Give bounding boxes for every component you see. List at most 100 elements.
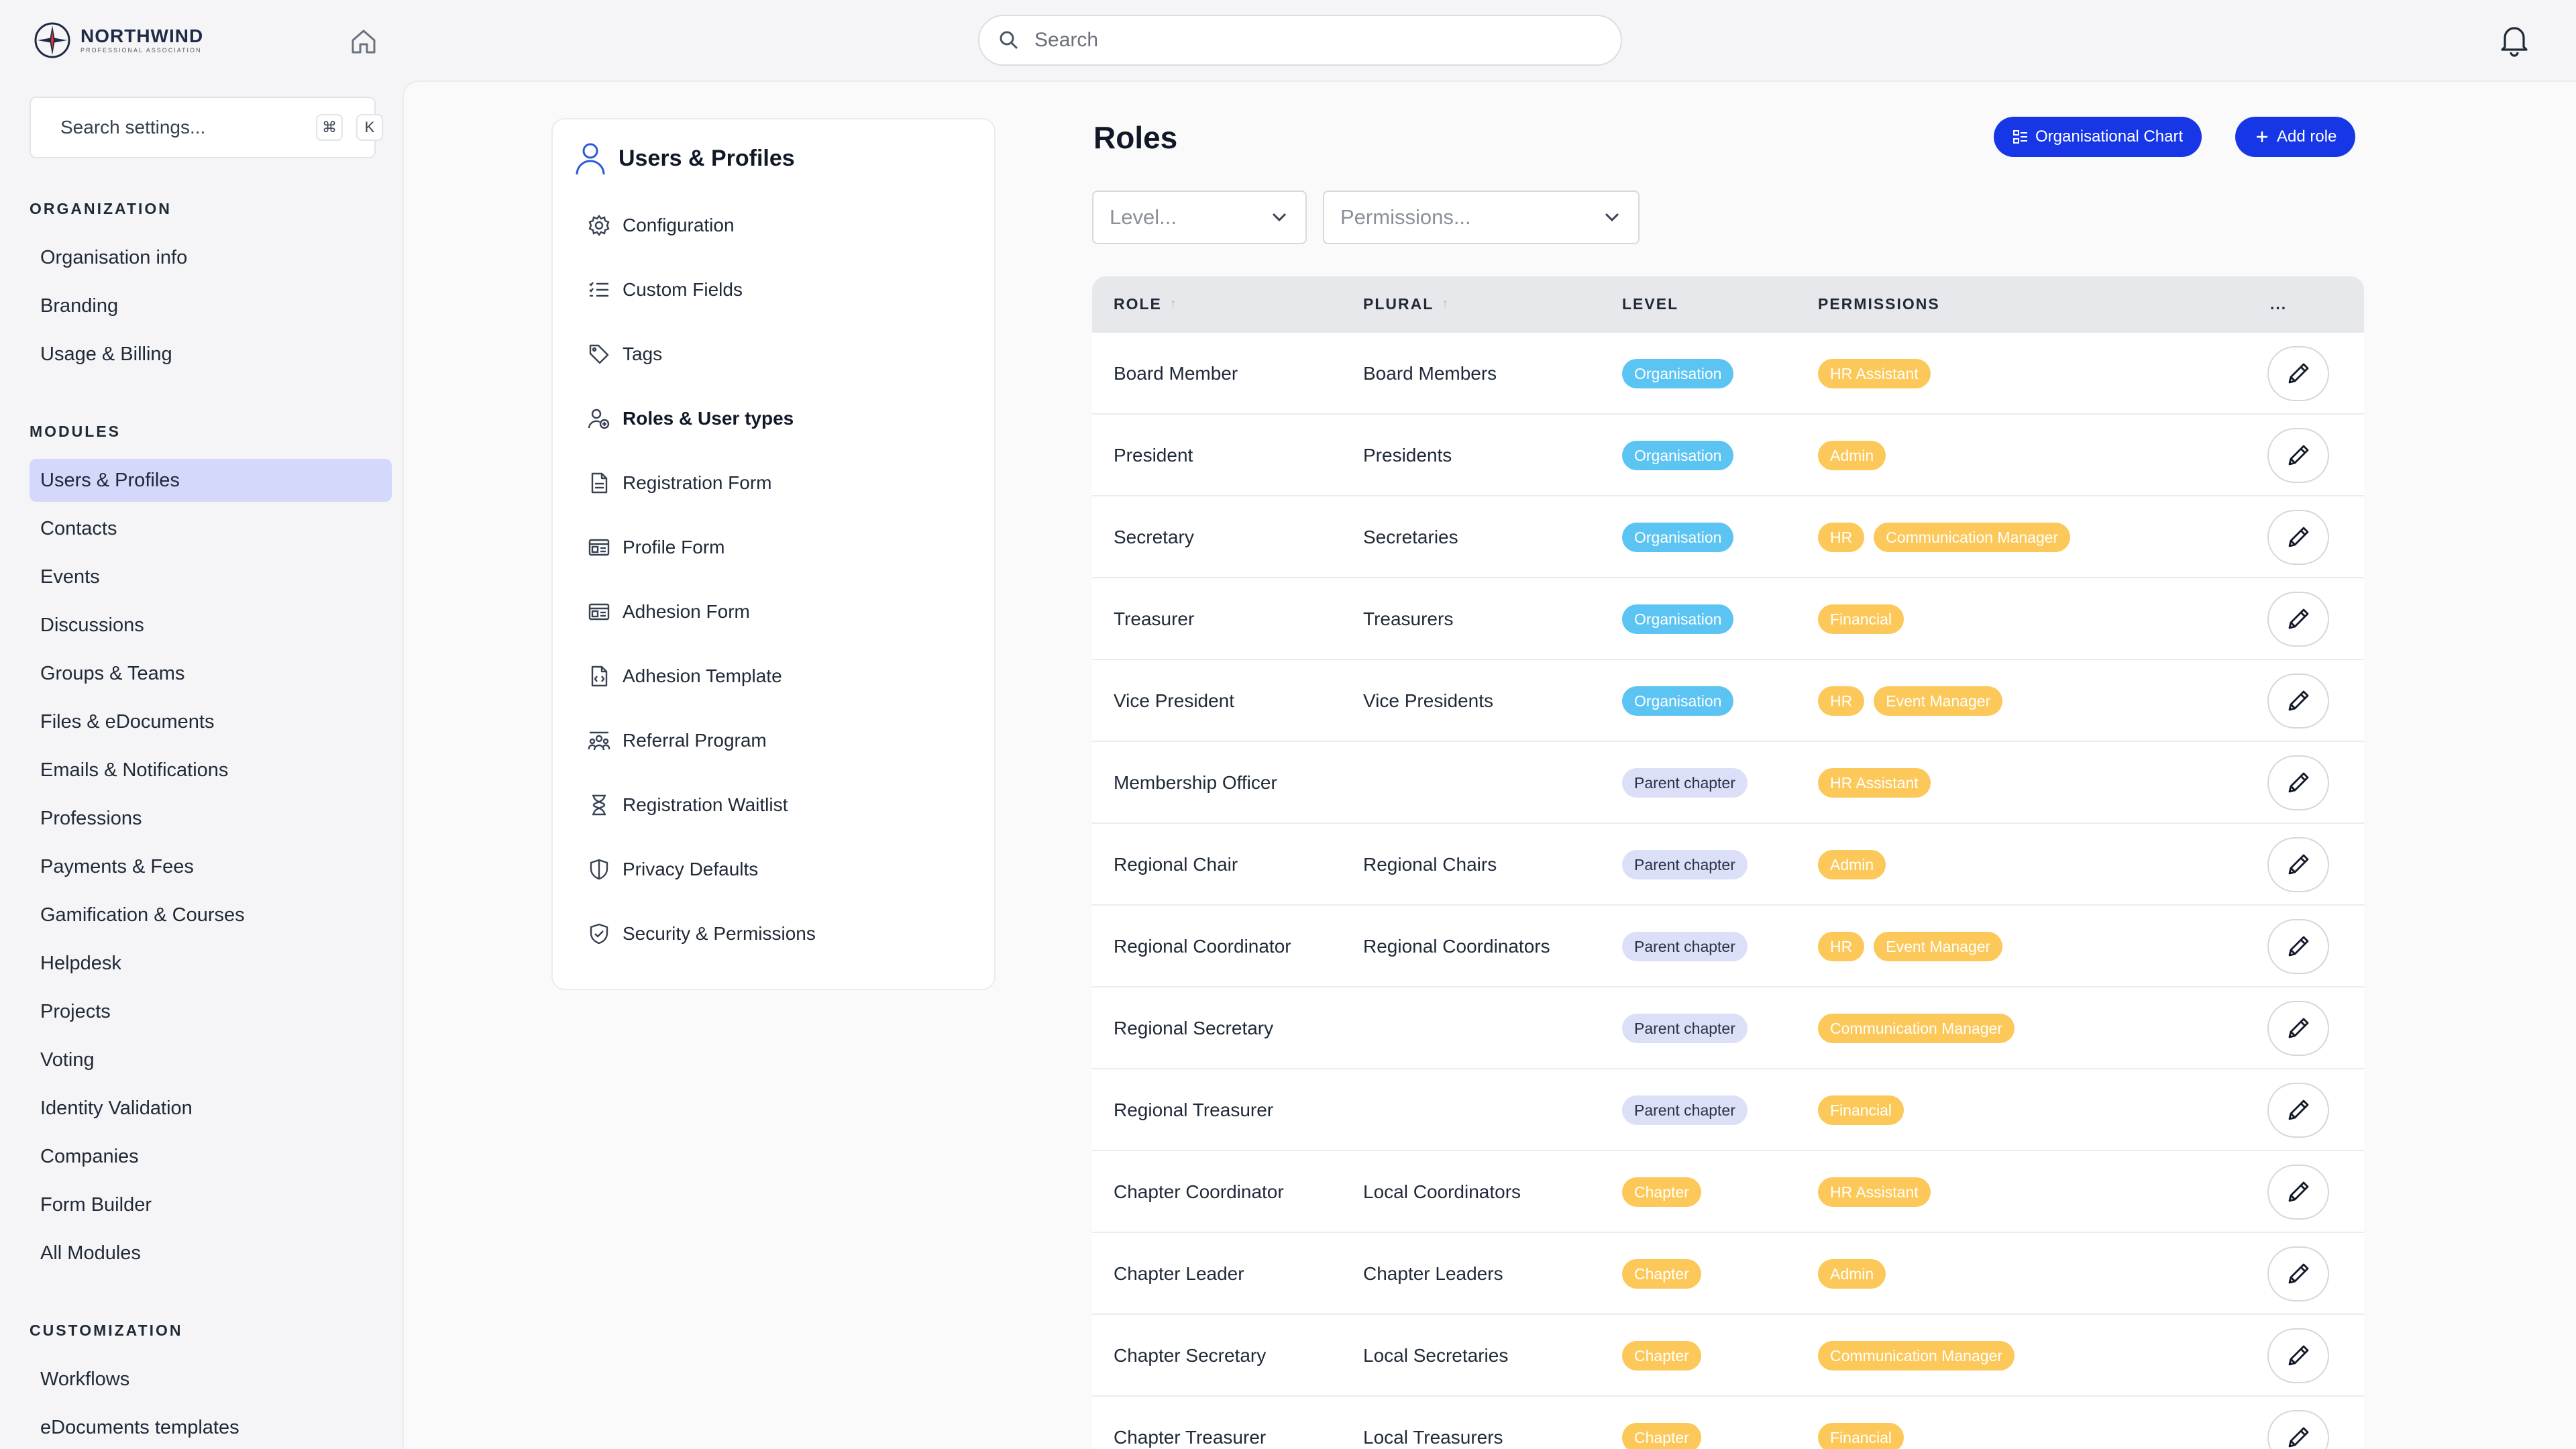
- sidebar-item-files-edocuments[interactable]: Files & eDocuments: [40, 710, 215, 733]
- edit-role-button[interactable]: [2267, 510, 2329, 565]
- edit-role-button[interactable]: [2267, 346, 2329, 401]
- organisational-chart-button[interactable]: Organisational Chart: [1994, 117, 2202, 157]
- level-cell: Parent chapter: [1622, 824, 1757, 906]
- level-pill: Parent chapter: [1622, 850, 1748, 879]
- edit-role-button[interactable]: [2267, 755, 2329, 810]
- table-row: Chapter Leader Chapter Leaders Chapter Admi…: [1092, 1233, 2364, 1315]
- column-header-role[interactable]: ROLE ↑: [1114, 295, 1177, 313]
- submenu-item-roles-user-types[interactable]: Roles & User types: [588, 400, 794, 437]
- table-header: ROLE ↑ PLURAL ↑ LEVEL PERMISSIONS ...: [1092, 276, 2364, 333]
- sidebar-item-contacts[interactable]: Contacts: [40, 517, 117, 539]
- column-header-plural[interactable]: PLURAL ↑: [1363, 295, 1448, 313]
- sidebar-item-gamification-courses[interactable]: Gamification & Courses: [40, 904, 245, 926]
- edit-role-button[interactable]: [2267, 1001, 2329, 1056]
- edit-role-button[interactable]: [2267, 1246, 2329, 1301]
- sidebar-item-form-builder[interactable]: Form Builder: [40, 1193, 152, 1216]
- edit-role-button[interactable]: [2267, 919, 2329, 974]
- submenu-header: Users & Profiles: [574, 141, 795, 176]
- sidebar-item-branding[interactable]: Branding: [40, 294, 119, 317]
- submenu-item-configuration[interactable]: Configuration: [588, 207, 735, 244]
- edit-role-button[interactable]: [2267, 837, 2329, 892]
- sidebar-item-payments-fees[interactable]: Payments & Fees: [40, 855, 194, 877]
- sidebar-item-edocuments-templates[interactable]: eDocuments templates: [40, 1416, 239, 1438]
- hourglass-icon: [592, 794, 606, 816]
- level-cell: Chapter: [1622, 1315, 1711, 1397]
- plus-icon: [2257, 131, 2267, 142]
- edit-role-button[interactable]: [2267, 1165, 2329, 1220]
- sidebar-item-organisation-info[interactable]: Organisation info: [40, 246, 188, 268]
- sidebar-item-events[interactable]: Events: [40, 566, 100, 588]
- sidebar-item-helpdesk[interactable]: Helpdesk: [40, 952, 121, 974]
- submenu-item-custom-fields[interactable]: Custom Fields: [588, 271, 743, 309]
- submenu-item-security-permissions[interactable]: Security & Permissions: [588, 915, 816, 953]
- sidebar-item-usage-billing[interactable]: Usage & Billing: [40, 343, 172, 365]
- edit-role-button[interactable]: [2267, 1410, 2329, 1449]
- level-pill: Chapter: [1622, 1259, 1701, 1289]
- sidebar-item-workflows[interactable]: Workflows: [40, 1368, 130, 1390]
- settings-sidebar: ⌘ K ORGANIZATION Organisation info Brand…: [0, 80, 402, 1449]
- role-cell: Board Member: [1114, 363, 1238, 384]
- add-role-button[interactable]: Add role: [2235, 117, 2356, 157]
- sidebar-item-users-profiles[interactable]: Users & Profiles: [30, 459, 392, 502]
- sidebar-item-companies[interactable]: Companies: [40, 1145, 139, 1167]
- plural-cell: Treasurers: [1363, 608, 1454, 629]
- sidebar-item-professions[interactable]: Professions: [40, 807, 142, 829]
- column-header-label: PLURAL: [1363, 295, 1434, 313]
- permissions-filter-select[interactable]: Permissions...: [1323, 191, 1640, 244]
- table-row: Board Member Board Members Organisation HR …: [1092, 333, 2364, 415]
- edit-role-button[interactable]: [2267, 1328, 2329, 1383]
- permission-pill: HR: [1818, 932, 1865, 961]
- global-search-box[interactable]: [978, 15, 1622, 66]
- plural-cell: Chapter Leaders: [1363, 1263, 1503, 1284]
- submenu-item-adhesion-template[interactable]: Adhesion Template: [588, 657, 782, 695]
- sidebar-item-emails-notifications[interactable]: Emails & Notifications: [40, 759, 229, 781]
- pencil-icon: [2288, 854, 2309, 875]
- notifications-button[interactable]: [2496, 20, 2533, 58]
- column-header-label: ROLE: [1114, 295, 1162, 313]
- edit-role-button[interactable]: [2267, 1083, 2329, 1138]
- submenu-item-label: Adhesion Form: [623, 601, 750, 622]
- table-row: Membership Officer Parent chapter HR Assis…: [1092, 742, 2364, 824]
- level-pill: Chapter: [1622, 1341, 1701, 1371]
- global-search-input[interactable]: [1034, 29, 1585, 52]
- edit-role-button[interactable]: [2267, 674, 2329, 729]
- sidebar-item-groups-teams[interactable]: Groups & Teams: [40, 662, 185, 684]
- settings-search-box[interactable]: ⌘ K: [30, 97, 383, 158]
- file-code-icon: [591, 665, 608, 687]
- gear-icon: [588, 215, 610, 236]
- permissions-cell: HR Assistant: [1818, 742, 1940, 824]
- table-row: Regional Coordinator Regional Coordinator…: [1092, 906, 2364, 987]
- level-filter-select[interactable]: Level...: [1092, 191, 1307, 244]
- level-cell: Organisation: [1622, 333, 1743, 415]
- submenu-item-privacy-defaults[interactable]: Privacy Defaults: [588, 851, 758, 888]
- sidebar-item-identity-validation[interactable]: Identity Validation: [40, 1097, 193, 1119]
- sidebar-item-all-modules[interactable]: All Modules: [40, 1242, 141, 1264]
- submenu-item-registration-form[interactable]: Registration Form: [588, 464, 772, 502]
- role-cell: Regional Secretary: [1114, 1018, 1274, 1038]
- edit-role-button[interactable]: [2267, 428, 2329, 483]
- plural-cell: Board Members: [1363, 363, 1497, 384]
- table-row: Regional Chair Regional Chairs Parent chap…: [1092, 824, 2364, 906]
- checklist-icon: [589, 282, 608, 297]
- org-chart-icon: [2013, 130, 2027, 144]
- submenu-item-profile-form[interactable]: Profile Form: [588, 529, 724, 566]
- level-pill: Organisation: [1622, 441, 1734, 470]
- permissions-cell: Admin: [1818, 415, 1895, 496]
- roles-table: ROLE ↑ PLURAL ↑ LEVEL PERMISSIONS ... Bo…: [1092, 276, 2364, 1449]
- submenu-item-tags[interactable]: Tags: [588, 335, 662, 373]
- submenu-item-adhesion-form[interactable]: Adhesion Form: [588, 593, 750, 631]
- brand-logo[interactable]: NORTHWIND PROFESSIONAL ASSOCIATION: [34, 21, 203, 59]
- submenu-title: Users & Profiles: [619, 145, 795, 171]
- submenu-item-referral-program[interactable]: Referral Program: [588, 722, 767, 759]
- sidebar-item-voting[interactable]: Voting: [40, 1049, 95, 1071]
- home-button[interactable]: [347, 25, 380, 58]
- pencil-icon: [2288, 936, 2309, 957]
- sidebar-item-discussions[interactable]: Discussions: [40, 614, 144, 636]
- permission-pill: HR Assistant: [1818, 359, 1931, 388]
- submenu-item-registration-waitlist[interactable]: Registration Waitlist: [588, 786, 788, 824]
- edit-role-button[interactable]: [2267, 592, 2329, 647]
- table-row: Treasurer Treasurers Organisation Financial: [1092, 578, 2364, 660]
- settings-search-input[interactable]: [60, 117, 303, 138]
- level-cell: Chapter: [1622, 1233, 1711, 1315]
- sidebar-item-projects[interactable]: Projects: [40, 1000, 111, 1022]
